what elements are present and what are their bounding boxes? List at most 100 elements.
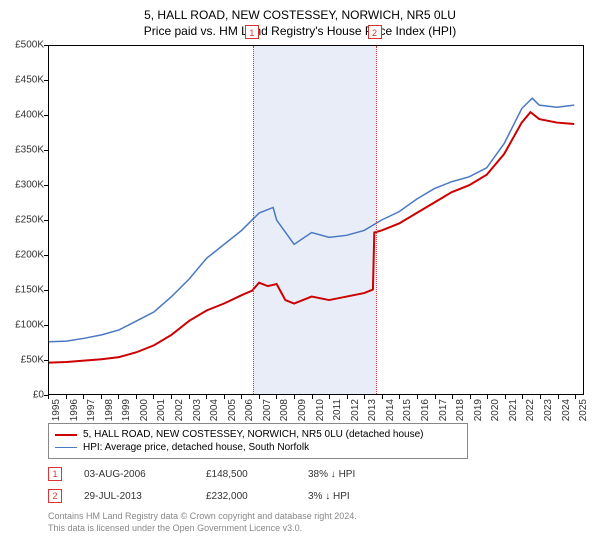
x-axis-tick (329, 395, 330, 399)
x-axis-label: 2002 (174, 399, 185, 421)
legend-item: 5, HALL ROAD, NEW COSTESSEY, NORWICH, NR… (55, 428, 461, 441)
y-axis-label: £500K (15, 40, 44, 51)
x-axis-tick (101, 395, 102, 399)
y-axis-tick (44, 150, 48, 151)
x-axis-label: 2006 (244, 399, 255, 421)
x-axis-tick (540, 395, 541, 399)
x-axis-tick (575, 395, 576, 399)
x-axis-label: 1999 (121, 399, 132, 421)
x-axis-label: 1997 (86, 399, 97, 421)
y-axis-tick (44, 325, 48, 326)
sale-price: £148,500 (206, 469, 286, 480)
x-axis-label: 2020 (490, 399, 501, 421)
title-line-1: 5, HALL ROAD, NEW COSTESSEY, NORWICH, NR… (12, 8, 588, 24)
sale-marker-line (253, 46, 254, 394)
sale-row-badge: 2 (48, 489, 62, 503)
x-axis-tick (48, 395, 49, 399)
legend: 5, HALL ROAD, NEW COSTESSEY, NORWICH, NR… (48, 423, 468, 459)
legend-swatch (55, 447, 77, 449)
x-axis-tick (399, 395, 400, 399)
x-axis-tick (171, 395, 172, 399)
x-axis-tick (452, 395, 453, 399)
x-axis-label: 2025 (578, 399, 589, 421)
x-axis-label: 1998 (104, 399, 115, 421)
y-axis-label: £150K (15, 285, 44, 296)
x-axis-label: 2011 (332, 399, 343, 421)
x-axis-label: 2015 (402, 399, 413, 421)
sale-marker-line (376, 46, 377, 394)
legend-label: 5, HALL ROAD, NEW COSTESSEY, NORWICH, NR… (83, 429, 424, 440)
y-axis-label: £100K (15, 320, 44, 331)
sale-row: 229-JUL-2013£232,0003% ↓ HPI (48, 489, 588, 503)
x-axis-label: 2013 (367, 399, 378, 421)
x-axis-tick (241, 395, 242, 399)
y-axis-label: £250K (15, 215, 44, 226)
x-axis-label: 2009 (297, 399, 308, 421)
x-axis-label: 2004 (209, 399, 220, 421)
x-axis-tick (505, 395, 506, 399)
plot-area: 12£0£50K£100K£150K£200K£250K£300K£350K£4… (48, 45, 584, 395)
x-axis-tick (364, 395, 365, 399)
line-svg (49, 46, 583, 394)
x-axis-label: 1995 (51, 399, 62, 421)
sale-row: 1 03-AUG-2006 £148,500 38% ↓ HPI (48, 467, 588, 481)
y-axis-label: £0 (33, 390, 44, 401)
sale-row-badge: 1 (48, 467, 62, 481)
footer-attribution: Contains HM Land Registry data © Crown c… (48, 511, 588, 534)
chart-title: 5, HALL ROAD, NEW COSTESSEY, NORWICH, NR… (12, 8, 588, 39)
x-axis-label: 2000 (139, 399, 150, 421)
x-axis-label: 2005 (227, 399, 238, 421)
y-axis-label: £50K (21, 355, 44, 366)
x-axis-tick (417, 395, 418, 399)
x-axis-label: 2010 (315, 399, 326, 421)
sale-date: 29-JUL-2013 (84, 491, 184, 502)
footer-line-2: This data is licensed under the Open Gov… (48, 523, 588, 535)
y-axis-label: £450K (15, 75, 44, 86)
x-axis-label: 2012 (350, 399, 361, 421)
x-axis-label: 2018 (455, 399, 466, 421)
y-axis-tick (44, 80, 48, 81)
chart-container: 5, HALL ROAD, NEW COSTESSEY, NORWICH, NR… (0, 0, 600, 560)
x-axis-tick (224, 395, 225, 399)
x-axis-label: 1996 (69, 399, 80, 421)
legend-item: HPI: Average price, detached house, Sout… (55, 441, 461, 454)
x-axis-tick (294, 395, 295, 399)
y-axis-tick (44, 290, 48, 291)
x-axis-label: 2016 (420, 399, 431, 421)
x-axis-label: 2021 (508, 399, 519, 421)
sale-date: 03-AUG-2006 (84, 469, 184, 480)
x-axis-label: 2019 (473, 399, 484, 421)
sales-list: 1 03-AUG-2006 £148,500 38% ↓ HPI 2 29-JUL-201… (12, 467, 588, 503)
x-axis-tick (470, 395, 471, 399)
x-axis-label: 2024 (561, 399, 572, 421)
y-axis-label: £200K (15, 250, 44, 261)
x-axis-tick (153, 395, 154, 399)
x-axis-tick (347, 395, 348, 399)
x-axis-tick (276, 395, 277, 399)
x-axis-label: 2014 (385, 399, 396, 421)
x-axis-tick (83, 395, 84, 399)
x-axis-tick (487, 395, 488, 399)
x-axis-tick (189, 395, 190, 399)
x-axis-label: 2007 (262, 399, 273, 421)
plot-frame (48, 45, 584, 395)
legend-label: HPI: Average price, detached house, Sout… (83, 442, 309, 453)
sale-delta: 38% ↓ HPI (308, 469, 355, 480)
x-axis-tick (435, 395, 436, 399)
x-axis-tick (558, 395, 559, 399)
x-axis-tick (206, 395, 207, 399)
y-axis-tick (44, 255, 48, 256)
y-axis-label: £300K (15, 180, 44, 191)
sale-price: £232,000 (206, 491, 286, 502)
x-axis-label: 2003 (192, 399, 203, 421)
x-axis-tick (522, 395, 523, 399)
title-line-2: Price paid vs. HM Land Registry's House … (12, 24, 588, 40)
footer-line-1: Contains HM Land Registry data © Crown c… (48, 511, 588, 523)
x-axis-tick (136, 395, 137, 399)
y-axis-tick (44, 115, 48, 116)
series-hpi (49, 98, 574, 342)
y-axis-label: £350K (15, 145, 44, 156)
x-axis-label: 2001 (156, 399, 167, 421)
x-axis-tick (259, 395, 260, 399)
sale-marker-badge: 2 (368, 25, 382, 39)
